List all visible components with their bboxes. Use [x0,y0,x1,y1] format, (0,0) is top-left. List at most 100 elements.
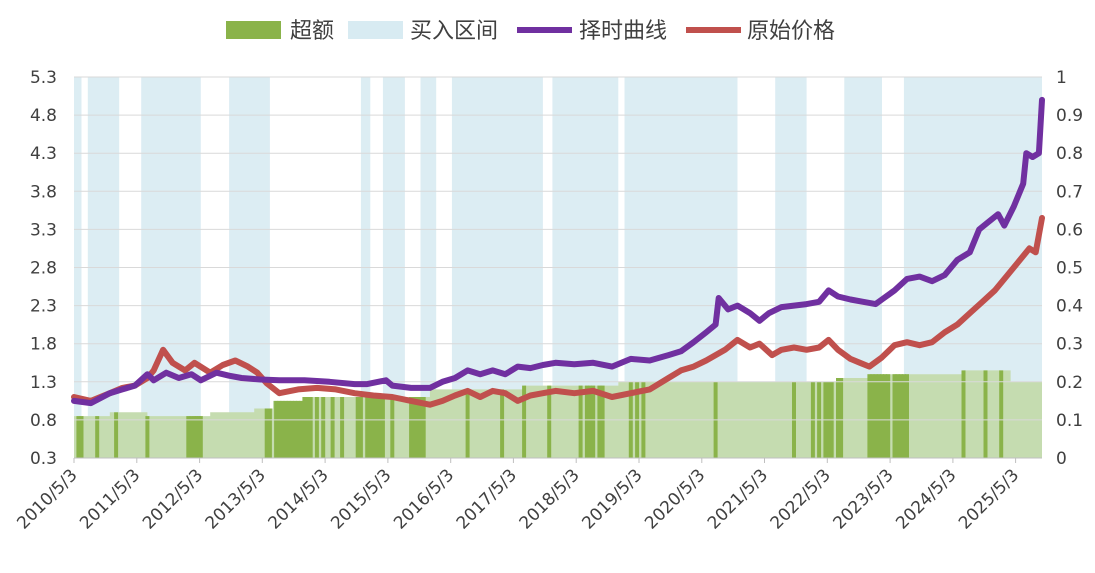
excess-bar [365,397,370,458]
tick-label-right: 0.2 [1056,373,1083,393]
excess-bar [289,400,294,458]
excess-bar [355,397,360,458]
excess-bar [879,374,884,458]
excess-bar [600,385,605,458]
y-axis-left: 0.3 0.8 1.3 1.8 2.3 2.8 3.3 3.8 4.3 4.8 5.3 [30,68,57,469]
tick-label-x: 2018/5/3 [516,465,584,533]
tick-label-x: 2015/5/3 [327,465,395,533]
excess-bar [876,374,881,458]
tick-label-x: 2021/5/3 [704,465,772,533]
excess-bar [299,400,304,458]
excess-bar [421,397,426,458]
y-axis-right: 0 0.1 0.2 0.3 0.4 0.5 0.6 0.7 0.8 0.9 1 [1056,68,1083,469]
excess-bar [314,397,319,458]
legend-label-excess: 超额 [290,19,334,44]
tick-label-right: 0 [1056,449,1067,469]
excess-bar [371,397,376,458]
tick-label-right: 0.9 [1056,106,1083,126]
excess-bar [961,370,966,458]
tick-label-left: 3.3 [30,220,57,240]
tick-label-x: 2020/5/3 [641,465,709,533]
tick-label-x: 2019/5/3 [578,465,646,533]
tick-label-right: 0.1 [1056,411,1083,431]
excess-bar [873,374,878,458]
excess-bar [186,416,191,458]
excess-bar [95,416,100,458]
excess-bar [308,397,313,458]
excess-bar [274,400,279,458]
excess-layer [74,370,1042,458]
excess-bar [867,374,872,458]
excess-bar [522,385,527,458]
tick-label-left: 0.8 [30,411,57,431]
tick-label-x: 2023/5/3 [829,465,897,533]
excess-bar [547,385,552,458]
tick-label-left: 2.8 [30,259,57,279]
excess-bar [358,397,363,458]
tick-label-x: 2022/5/3 [767,465,835,533]
legend-swatch-excess [226,21,281,39]
legend-label-buy: 买入区间 [410,19,498,44]
excess-bar [584,385,589,458]
tick-label-x: 2011/5/3 [76,465,144,533]
legend: 超额 买入区间 择时曲线 原始价格 [226,19,835,44]
tick-label-x: 2010/5/3 [13,465,81,533]
excess-bar [374,397,379,458]
excess-bar [418,397,423,458]
excess-bar [905,374,909,458]
excess-bar [886,374,891,458]
tick-label-right: 0.7 [1056,182,1083,202]
excess-bar [883,374,888,458]
tick-label-left: 2.3 [30,297,57,317]
tick-label-left: 4.8 [30,106,57,126]
excess-bar [999,370,1004,458]
tick-label-x: 2024/5/3 [892,465,960,533]
series-line-price [71,215,1045,408]
excess-bar [898,374,903,458]
excess-bar [377,397,382,458]
excess-bar [591,385,596,458]
tick-label-left: 3.8 [30,182,57,202]
excess-bar [901,374,906,458]
excess-bar [839,378,844,458]
tick-label-left: 1.3 [30,373,57,393]
excess-bar [500,389,505,458]
tick-label-x: 2014/5/3 [264,465,332,533]
tick-label-x: 2012/5/3 [139,465,207,533]
tick-label-right: 0.4 [1056,297,1083,317]
excess-bar [465,389,470,458]
excess-bar [194,416,199,458]
tick-label-right: 0.5 [1056,259,1083,279]
excess-bar [114,412,119,458]
excess-bar [198,416,203,458]
tick-label-right: 0.3 [1056,335,1083,355]
excess-bar [895,374,900,458]
excess-bar [283,400,288,458]
tick-label-left: 0.3 [30,449,57,469]
tick-label-x: 2013/5/3 [202,465,270,533]
tick-label-left: 1.8 [30,335,57,355]
series-line-timing [71,96,1045,407]
excess-bar [588,385,592,458]
tick-label-x: 2017/5/3 [453,465,521,533]
excess-bar [597,385,602,458]
excess-bar [280,400,285,458]
tick-label-x: 2025/5/3 [955,465,1023,533]
tick-label-left: 5.3 [30,68,57,88]
series-lines [71,96,1045,408]
legend-label-timing: 择时曲线 [579,19,667,44]
tick-label-left: 4.3 [30,144,57,164]
tick-label-right: 0.6 [1056,220,1083,240]
legend-swatch-buy [348,21,403,39]
excess-bar [286,400,291,458]
legend-label-price: 原始价格 [747,19,835,44]
excess-bar [321,397,326,458]
excess-bar [836,378,840,458]
excess-bar [412,397,417,458]
excess-bar [264,408,269,458]
excess-bar [390,397,395,458]
excess-bar [145,416,150,458]
tick-label-x: 2016/5/3 [390,465,458,533]
excess-bar [340,397,345,458]
